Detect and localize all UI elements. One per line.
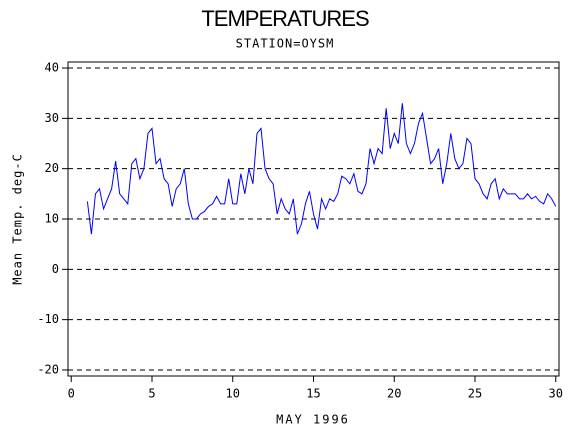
- x-tick-label: 25: [468, 387, 482, 401]
- y-tick-label: 40: [45, 61, 59, 75]
- temperature-line: [86, 103, 557, 235]
- y-tick-label: -10: [37, 312, 59, 326]
- y-tick-label: 30: [45, 111, 59, 125]
- y-axis-label: Mean Temp. deg-C: [11, 153, 25, 285]
- x-tick-label: 30: [549, 387, 563, 401]
- x-axis-label: MAY 1996: [276, 413, 350, 427]
- x-tick-label: 0: [68, 387, 75, 401]
- x-tick-label: 20: [387, 387, 401, 401]
- y-tick-label: 20: [45, 161, 59, 175]
- y-tick-label: -20: [37, 362, 59, 376]
- x-tick-label: 10: [226, 387, 240, 401]
- y-tick-label: 10: [45, 212, 59, 226]
- chart-subtitle: STATION=OYSM: [236, 37, 335, 51]
- x-tick-label: 5: [148, 387, 155, 401]
- y-tick-label: 0: [52, 262, 59, 276]
- x-tick-label: 15: [306, 387, 320, 401]
- chart-title: TEMPERATURES: [201, 6, 369, 31]
